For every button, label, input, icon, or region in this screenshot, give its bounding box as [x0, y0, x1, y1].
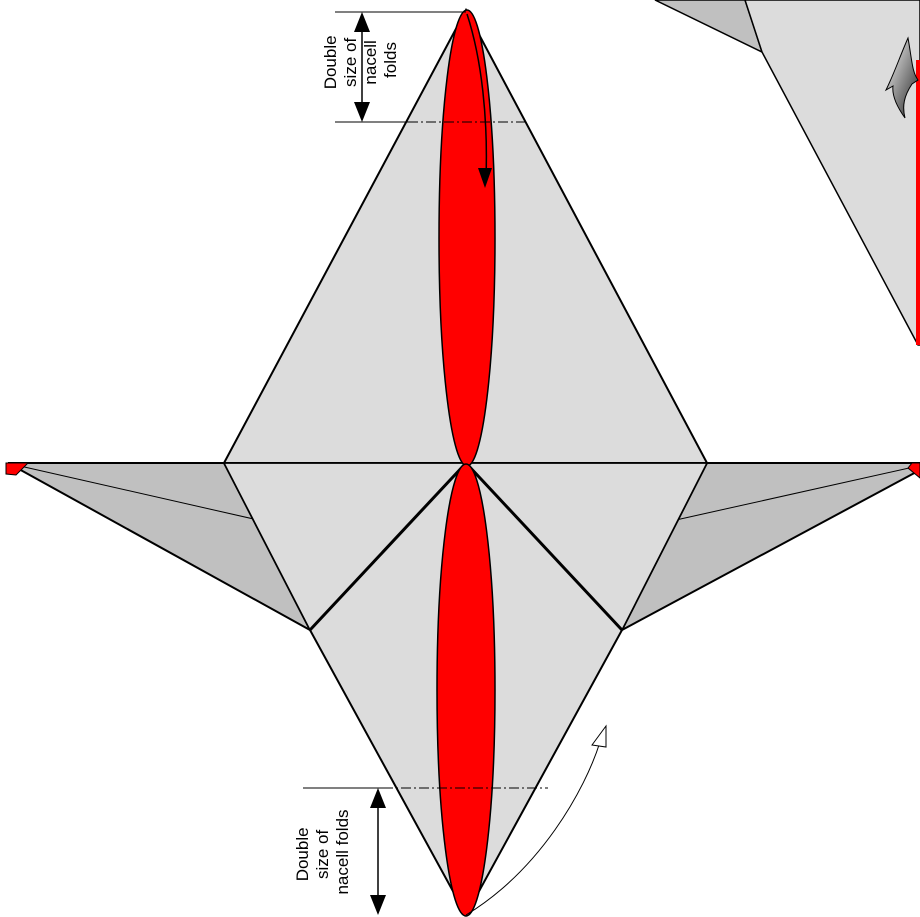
- top-dimension-label: Double size of nacell folds: [321, 31, 400, 90]
- next-step-red-edge: [916, 60, 920, 345]
- next-step-paper: [744, 0, 920, 346]
- bottom-label-line-1: Double: [293, 827, 312, 881]
- bottom-dimension: [303, 787, 386, 915]
- next-step-dark-flap: [654, 0, 764, 54]
- main-model: [5, 7, 920, 917]
- right-wing-crease: [675, 465, 919, 521]
- top-dimension: [335, 11, 466, 123]
- left-inner-fold: [308, 461, 468, 632]
- bottom-dimension-label: Double size of nacell folds: [293, 809, 352, 894]
- bottom-nacelle: [436, 463, 496, 917]
- bottom-label-line-3: nacell folds: [333, 809, 352, 894]
- next-step-figure: [654, 0, 920, 346]
- left-wing-crease: [19, 465, 259, 521]
- top-fold-arrow-icon: [466, 13, 488, 179]
- bottom-valley-arrowhead-icon: [591, 724, 607, 748]
- gradient-fold-arrow-icon: [884, 36, 919, 119]
- right-inner-fold: [464, 461, 624, 632]
- bottom-label-line-2: size of: [313, 830, 332, 879]
- top-label-line-1: Double: [321, 35, 340, 89]
- top-label-line-4: folds: [381, 42, 400, 78]
- bottom-valley-arrow-icon: [465, 741, 601, 916]
- top-label-line-3: nacell: [361, 40, 380, 84]
- top-label-line-2: size of: [341, 38, 360, 87]
- top-nacelle: [438, 9, 496, 467]
- top-fold-arrowhead-icon: [478, 168, 492, 188]
- right-wing-red-tip: [907, 462, 920, 479]
- left-wing-red-tip: [5, 462, 30, 476]
